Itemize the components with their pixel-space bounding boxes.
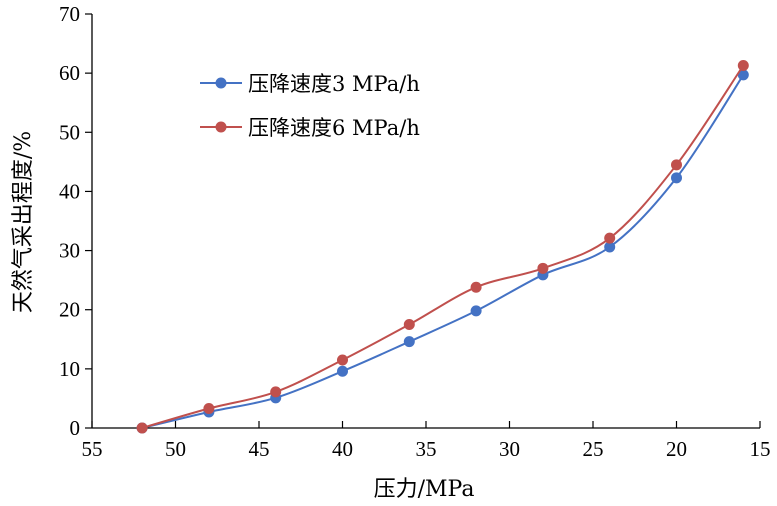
data-point — [337, 354, 348, 366]
series-1 — [136, 69, 749, 434]
series-layer — [136, 59, 749, 434]
x-tick-label: 35 — [416, 437, 437, 461]
legend-marker — [215, 77, 227, 89]
data-point — [270, 386, 282, 398]
x-tick-label: 20 — [666, 437, 687, 461]
y-tick-label: 20 — [59, 298, 80, 322]
y-tick-label: 30 — [59, 239, 80, 263]
y-axis-title: 天然气采出程度/% — [11, 131, 36, 313]
data-point — [470, 305, 482, 317]
series-line — [141, 74, 745, 429]
x-tick-label: 25 — [583, 437, 604, 461]
data-point — [671, 159, 682, 171]
x-tick-label: 55 — [82, 437, 103, 461]
x-tick-label: 40 — [332, 437, 353, 461]
x-tick-label: 50 — [165, 437, 186, 461]
y-tick-label: 10 — [59, 357, 80, 381]
legend-item: 压降速度6 MPa/h — [200, 116, 420, 140]
legend: 压降速度3 MPa/h 压降速度6 MPa/h — [200, 72, 420, 140]
x-tick-label: 45 — [249, 437, 270, 461]
data-point — [537, 262, 549, 274]
plot-area: 0 10 20 30 40 50 60 70 55 50 45 40 35 30 25 20 15 — [59, 2, 771, 461]
data-point — [604, 241, 616, 253]
y-axis: 0 10 20 30 40 50 60 70 — [59, 2, 93, 440]
data-point — [403, 336, 415, 348]
data-point — [671, 172, 682, 184]
data-point — [203, 402, 215, 414]
data-point — [737, 69, 749, 81]
x-tick-label: 30 — [499, 437, 520, 461]
data-point — [737, 59, 749, 71]
x-tick-label: 15 — [750, 437, 771, 461]
y-tick-label: 70 — [59, 2, 80, 26]
y-tick-label: 0 — [70, 416, 81, 440]
data-point — [403, 319, 415, 330]
y-tick-label: 50 — [59, 120, 80, 144]
x-axis: 55 50 45 40 35 30 25 20 15 — [82, 421, 771, 461]
legend-label: 压降速度3 MPa/h — [248, 72, 420, 96]
legend-label: 压降速度6 MPa/h — [248, 116, 420, 140]
data-point — [136, 422, 148, 434]
legend-marker — [215, 121, 227, 133]
series-line — [141, 64, 745, 429]
x-axis-title: 压力/MPa — [374, 477, 475, 502]
y-tick-label: 40 — [59, 179, 80, 203]
data-point — [470, 281, 482, 293]
legend-item: 压降速度3 MPa/h — [200, 72, 420, 96]
series-2 — [136, 59, 749, 434]
y-tick-label: 60 — [59, 61, 80, 85]
data-point — [337, 365, 348, 377]
data-point — [604, 232, 616, 244]
